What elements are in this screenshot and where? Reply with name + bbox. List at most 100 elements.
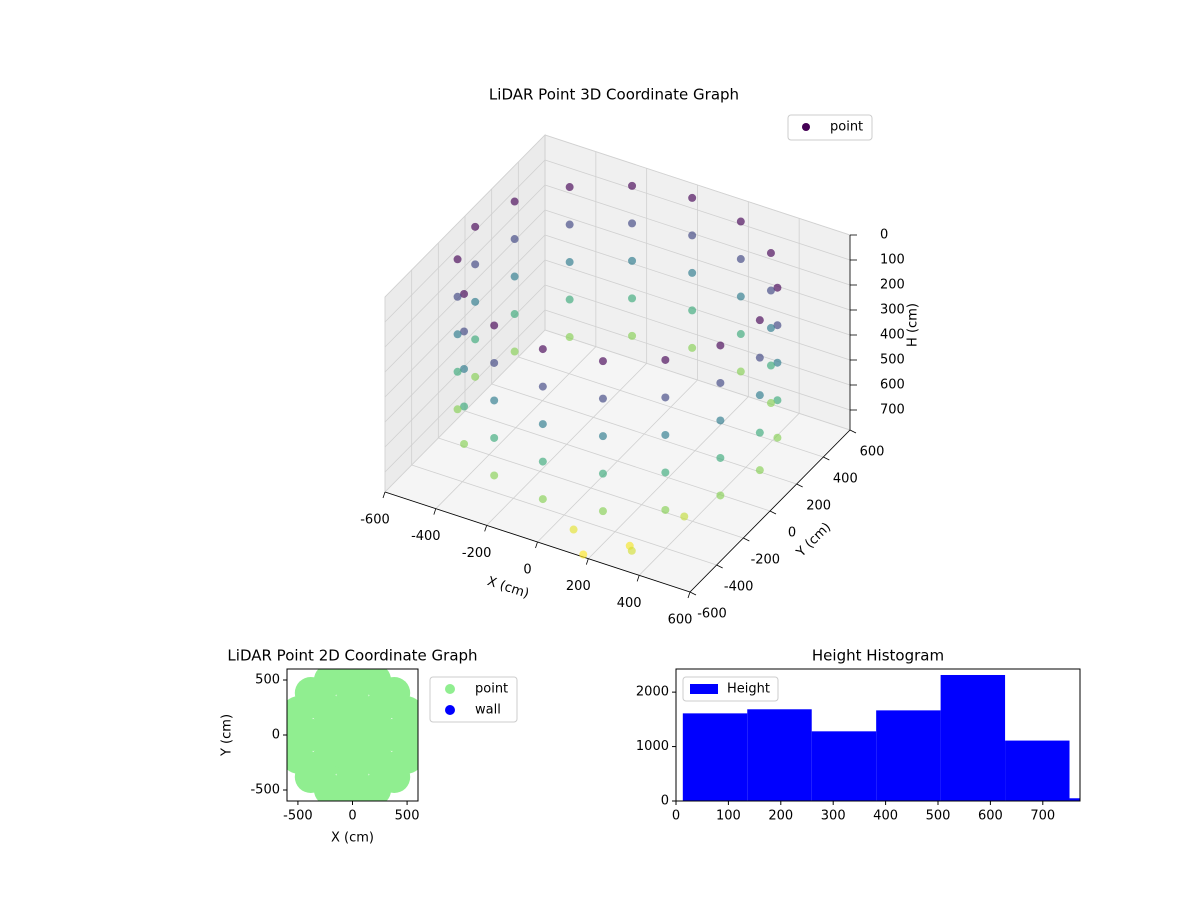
point — [598, 432, 607, 441]
grid-line — [544, 329, 851, 431]
grid-line — [384, 309, 546, 473]
point — [538, 345, 547, 354]
tick-mark — [823, 456, 830, 461]
point — [569, 525, 578, 534]
point — [680, 512, 689, 521]
tick-mark — [769, 510, 777, 515]
point — [598, 469, 607, 478]
point — [453, 292, 462, 301]
z-tick-label: 400 — [880, 328, 905, 343]
point — [510, 347, 519, 356]
point — [538, 420, 547, 429]
legend-label: point — [830, 120, 863, 135]
grid-line — [384, 234, 546, 398]
point — [736, 367, 745, 376]
tick-mark — [716, 564, 723, 569]
point — [490, 471, 499, 480]
point — [736, 255, 745, 264]
point — [688, 268, 697, 277]
point — [755, 391, 764, 400]
point — [538, 457, 547, 466]
grid-line — [544, 259, 851, 361]
point — [688, 231, 697, 240]
point — [688, 193, 697, 202]
point — [460, 402, 469, 411]
bar — [811, 731, 877, 801]
point — [510, 310, 519, 319]
tick-mark — [585, 558, 589, 565]
point — [510, 197, 519, 206]
grid-line — [544, 159, 851, 261]
bar — [747, 709, 812, 801]
y-tick-label: 400 — [833, 472, 858, 487]
point — [510, 235, 519, 244]
point — [716, 378, 725, 387]
point — [766, 324, 775, 333]
bar — [1005, 740, 1070, 801]
tick-mark — [535, 541, 538, 549]
x-tick-label: 300 — [821, 809, 846, 824]
x-tick-label: -600 — [360, 513, 390, 528]
x-tick-label: 200 — [768, 809, 793, 824]
point — [565, 183, 574, 192]
grid-line — [384, 184, 546, 348]
chart-title: LiDAR Point 2D Coordinate Graph — [227, 647, 477, 665]
legend-marker — [802, 123, 810, 131]
grid-line — [544, 184, 851, 286]
point — [628, 294, 637, 303]
tick-mark — [796, 483, 803, 488]
grid-line — [518, 356, 824, 458]
point — [773, 396, 782, 405]
point — [471, 260, 480, 269]
y-axis-label: Y (cm) — [220, 714, 235, 757]
point — [598, 507, 607, 516]
point — [716, 491, 725, 500]
tick-mark — [484, 525, 488, 532]
point — [538, 382, 547, 391]
y-axis-label: Y (cm) — [793, 520, 834, 561]
y-tick-label: -400 — [724, 580, 754, 595]
point — [755, 466, 764, 475]
grid-line — [438, 437, 744, 539]
point — [460, 364, 469, 373]
point — [565, 258, 574, 267]
x-tick-label: 600 — [668, 613, 693, 628]
legend-box — [682, 676, 779, 702]
point — [736, 330, 745, 339]
y-tick-label: 2000 — [636, 685, 669, 700]
bar — [682, 713, 748, 801]
point — [460, 289, 469, 298]
point — [453, 405, 462, 414]
x-tick-label: 0 — [348, 809, 356, 824]
point — [336, 719, 369, 751]
point — [490, 321, 499, 330]
point — [661, 355, 670, 364]
grid-line — [544, 209, 851, 311]
grid-line — [544, 134, 851, 236]
tick-mark — [849, 429, 857, 434]
grid-line — [544, 234, 851, 336]
grid-line — [411, 464, 717, 566]
point — [755, 316, 764, 325]
point — [627, 546, 636, 555]
legend-marker — [445, 684, 455, 694]
point — [773, 283, 782, 292]
bar — [1069, 798, 1080, 801]
point — [661, 430, 670, 439]
point — [688, 343, 697, 352]
x-tick-label: 600 — [978, 809, 1003, 824]
point — [661, 468, 670, 477]
x-tick-label: 500 — [395, 809, 420, 824]
tick-mark — [743, 537, 750, 542]
grid-line — [544, 284, 851, 386]
point — [766, 249, 775, 258]
point — [628, 331, 637, 340]
point — [471, 335, 480, 344]
point — [716, 453, 725, 462]
x-tick-label: 100 — [716, 809, 741, 824]
x-tick-label: 500 — [926, 809, 951, 824]
point — [490, 358, 499, 367]
point — [736, 292, 745, 301]
x-tick-label: 700 — [1030, 809, 1055, 824]
